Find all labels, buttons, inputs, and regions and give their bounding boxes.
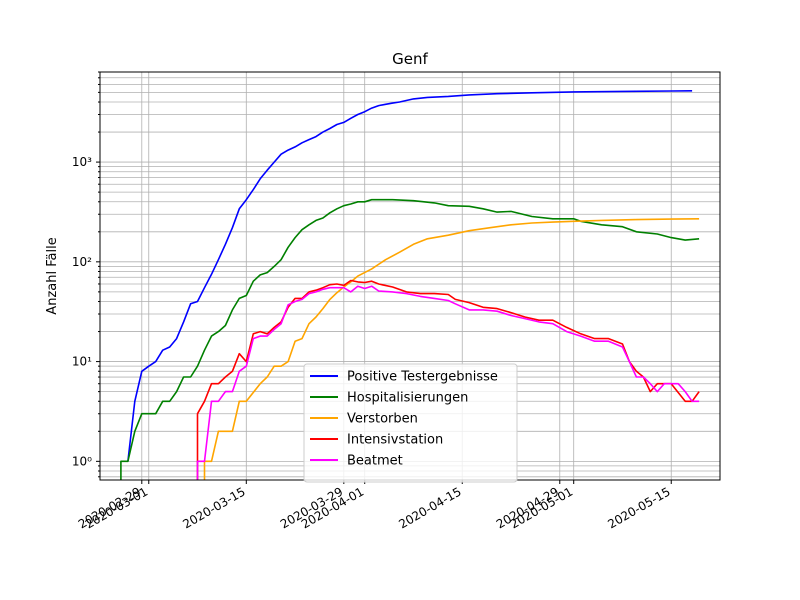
legend-label-5: Beatmet bbox=[347, 454, 403, 469]
y-axis-label: Anzahl Fälle bbox=[45, 237, 60, 314]
legend-label-4: Intensivstation bbox=[347, 433, 443, 448]
series-line-4 bbox=[196, 279, 700, 480]
series-line-2 bbox=[120, 198, 700, 480]
y-tick-label: 10⁰ bbox=[72, 454, 92, 468]
legend-label-3: Verstorben bbox=[347, 412, 418, 427]
series-line-1 bbox=[127, 90, 693, 462]
legend-label-2: Hospitalisierungen bbox=[347, 391, 468, 406]
chart-title: Genf bbox=[392, 50, 428, 68]
y-tick-label: 10² bbox=[72, 255, 92, 269]
series-line-5 bbox=[196, 285, 700, 480]
legend: Positive Testergebnisse Hospitalisierunge… bbox=[303, 363, 518, 483]
series-line-3 bbox=[203, 218, 700, 480]
legend-box bbox=[303, 363, 518, 483]
legend-label-1: Positive Testergebnisse bbox=[347, 370, 498, 385]
series-lines bbox=[120, 90, 700, 480]
y-tick-label: 10³ bbox=[72, 155, 92, 169]
y-tick-label: 10¹ bbox=[72, 355, 92, 369]
